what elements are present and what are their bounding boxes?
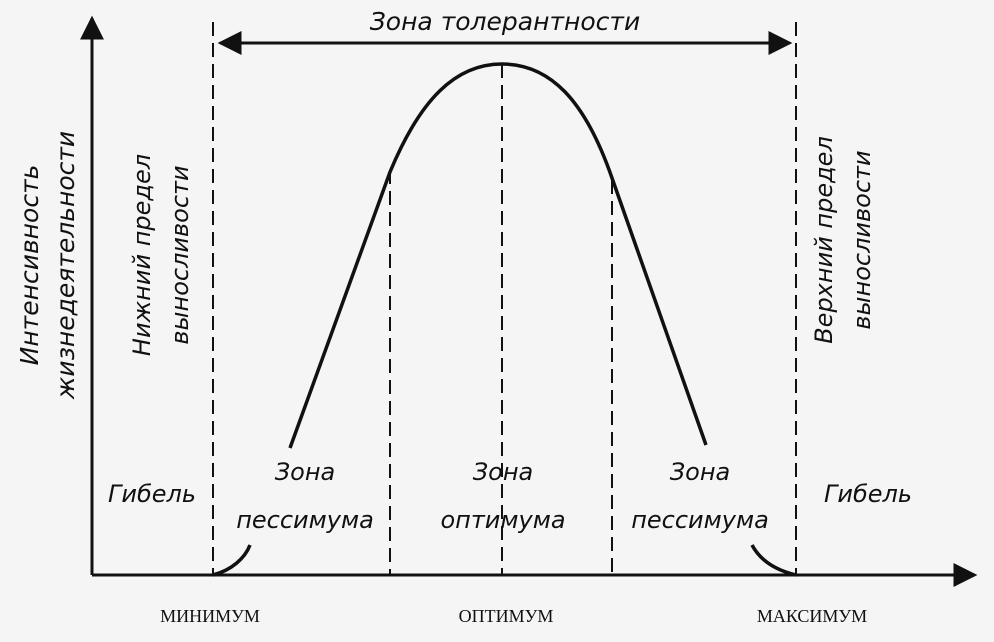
zone-pessimum-left-line1: Зона (275, 458, 335, 486)
tolerance-curve (288, 62, 708, 449)
x-label-minimum: МИНИМУМ (160, 606, 260, 626)
zone-optimum-line2: оптимума (440, 506, 565, 534)
curve-tail-right (750, 544, 797, 577)
tolerance-zone-label: Зона толерантности (370, 7, 640, 36)
zone-pessimum-left-line2: пессимума (236, 506, 374, 534)
death-left-label: Гибель (108, 480, 196, 508)
x-label-maximum: МАКСИМУМ (757, 606, 867, 626)
death-right-label: Гибель (824, 480, 912, 508)
lower-limit-label-line2: выносливости (166, 165, 194, 344)
zone-pessimum-right-line2: пессимума (631, 506, 769, 534)
y-axis-label-line1: Интенсивность (15, 165, 44, 366)
zone-optimum-line1: Зона (473, 458, 533, 486)
curve-tail-left (212, 544, 252, 577)
zone-pessimum-right-line1: Зона (670, 458, 730, 486)
upper-limit-label-line2: выносливости (848, 150, 876, 329)
lower-limit-label-line1: Нижний предел (128, 154, 156, 356)
upper-limit-label-line1: Верхний предел (810, 136, 838, 344)
x-label-optimum: ОПТИМУМ (459, 606, 554, 626)
y-axis-label-line2: жизнедеятельности (51, 131, 80, 400)
